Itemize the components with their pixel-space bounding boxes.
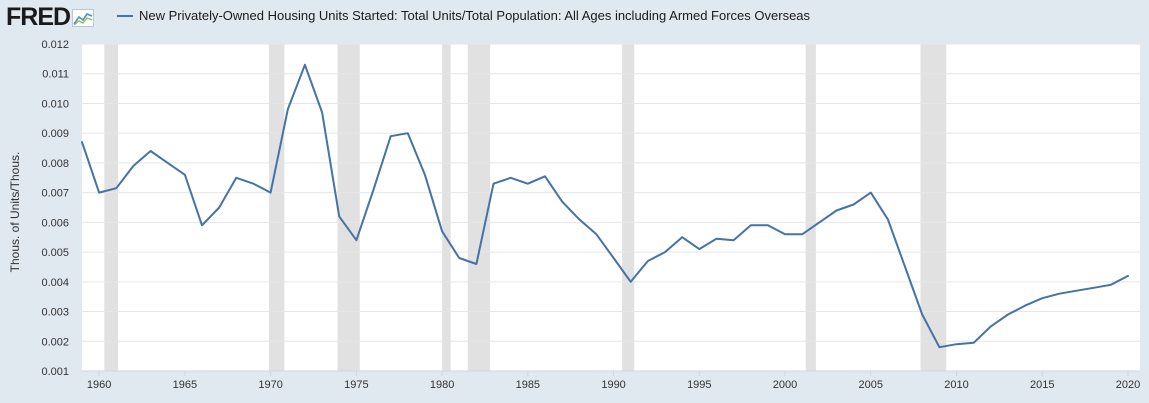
- x-tick-label: 1990: [601, 379, 625, 391]
- x-tick-label: 2015: [1030, 379, 1054, 391]
- recession-band: [805, 44, 816, 371]
- y-axis-label: Thous. of Units/Thous.: [8, 152, 22, 273]
- y-tick-label: 0.012: [41, 39, 69, 51]
- legend-line-swatch: [117, 14, 133, 17]
- y-tick-label: 0.007: [41, 188, 69, 200]
- x-tick-label: 1985: [516, 379, 540, 391]
- y-tick-label: 0.011: [42, 69, 69, 81]
- y-tick-label: 0.004: [41, 277, 69, 289]
- x-tick-label: 2020: [1116, 379, 1140, 391]
- recession-band: [442, 44, 451, 371]
- fred-logo[interactable]: FRED: [6, 3, 95, 32]
- y-tick-label: 0.009: [41, 128, 69, 140]
- x-tick-label: 1970: [258, 379, 282, 391]
- y-tick-label: 0.001: [41, 366, 69, 378]
- x-tick-label: 1960: [87, 379, 111, 391]
- fred-logo-text: FRED: [6, 3, 71, 31]
- recession-band: [622, 44, 635, 371]
- series-line[interactable]: [81, 63, 1129, 349]
- x-tick-label: 1995: [687, 379, 711, 391]
- chart-legend[interactable]: New Privately-Owned Housing Units Starte…: [117, 8, 810, 23]
- series-lines: [81, 63, 1129, 349]
- recession-bands: [104, 44, 947, 371]
- y-tick-label: 0.006: [41, 217, 69, 229]
- trend-chart-icon: [72, 8, 95, 27]
- x-tick-label: 2005: [859, 379, 883, 391]
- axes: 0.001 0.002 0.003 0.004 0.005 0.006 0.007 0.008…: [41, 39, 1140, 391]
- plot-area: [82, 44, 1140, 371]
- recession-band: [104, 44, 119, 371]
- x-tick-label: 1975: [344, 379, 368, 391]
- y-tick-label: 0.003: [41, 307, 69, 319]
- recession-band: [920, 44, 947, 371]
- legend-label: New Privately-Owned Housing Units Starte…: [139, 8, 811, 23]
- recession-band: [268, 44, 285, 371]
- x-tick-label: 2010: [944, 379, 968, 391]
- x-tick-label: 2000: [773, 379, 797, 391]
- y-tick-label: 0.005: [41, 247, 69, 259]
- x-tick-label: 1980: [430, 379, 454, 391]
- y-tick-label: 0.010: [41, 98, 69, 110]
- y-tick-label: 0.002: [41, 336, 69, 348]
- recession-band: [337, 44, 360, 371]
- x-tick-label: 1965: [173, 379, 197, 391]
- recession-band: [467, 44, 491, 371]
- chart-header: FRED New Privately-Owned Housing Units S…: [0, 0, 1149, 36]
- gridlines: [82, 43, 1140, 342]
- y-tick-label: 0.008: [41, 158, 69, 170]
